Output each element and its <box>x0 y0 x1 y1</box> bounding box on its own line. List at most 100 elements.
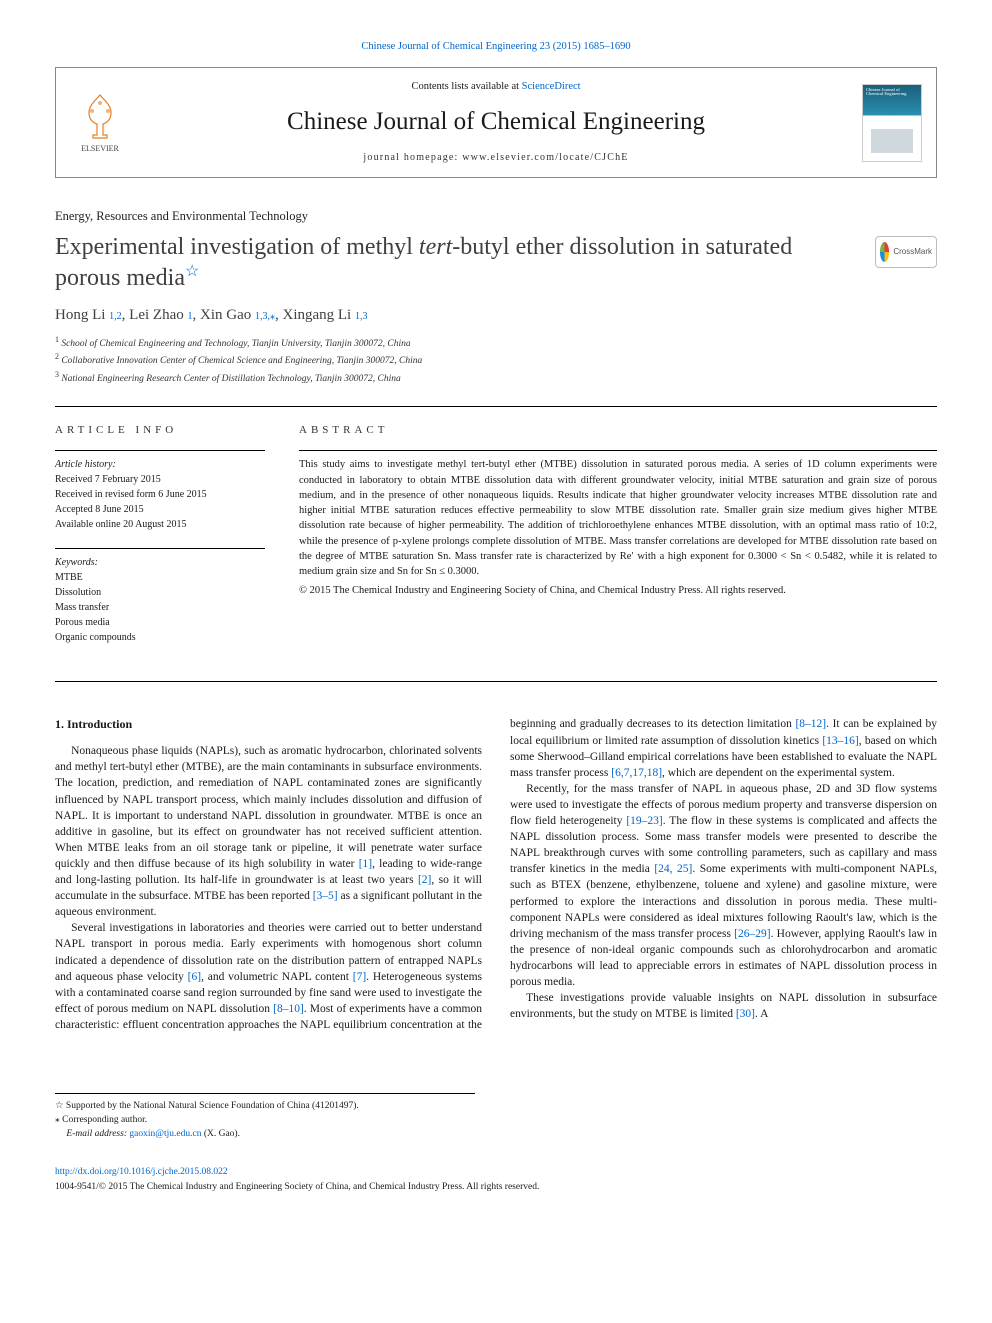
author: Hong Li 1,2 <box>55 307 122 323</box>
text: Nonaqueous phase liquids (NAPLs), such a… <box>55 745 482 870</box>
elsevier-label: ELSEVIER <box>81 143 119 154</box>
homepage-line: journal homepage: www.elsevier.com/locat… <box>140 151 852 165</box>
keyword: MTBE <box>55 570 265 585</box>
author-name: Lei Zhao <box>129 307 184 323</box>
title-footnote-star[interactable]: ☆ <box>185 263 199 280</box>
author: Xin Gao 1,3,⁎ <box>200 307 275 323</box>
affiliation: 1 School of Chemical Engineering and Tec… <box>55 334 937 351</box>
citation-link[interactable]: [6,7,17,18] <box>611 767 662 779</box>
paper-title: Experimental investigation of methyl ter… <box>55 232 861 293</box>
citation-header: Chinese Journal of Chemical Engineering … <box>55 40 937 55</box>
text: , and volumetric NAPL content <box>201 971 353 983</box>
title-row: Experimental investigation of methyl ter… <box>55 232 937 293</box>
author-affil-link[interactable]: 1,3, <box>255 311 270 322</box>
citation-link[interactable]: [24, 25] <box>654 863 692 875</box>
corresponding-mark[interactable]: ⁎ <box>270 311 275 322</box>
author: Lei Zhao 1 <box>129 307 192 323</box>
crossmark-label: CrossMark <box>893 246 932 257</box>
affiliation: 3 National Engineering Research Center o… <box>55 369 937 386</box>
contents-line: Contents lists available at ScienceDirec… <box>140 80 852 95</box>
author-list: Hong Li 1,2, Lei Zhao 1, Xin Gao 1,3,⁎, … <box>55 305 937 326</box>
crossmark-icon <box>880 242 889 262</box>
author-name: Xingang Li <box>282 307 351 323</box>
affiliation: 2 Collaborative Innovation Center of Che… <box>55 351 937 368</box>
citation-link[interactable]: Chinese Journal of Chemical Engineering … <box>361 41 630 52</box>
crossmark-badge[interactable]: CrossMark <box>875 236 937 268</box>
footnote-text: Supported by the National Natural Scienc… <box>66 1101 359 1111</box>
email-link[interactable]: gaoxin@tju.edu.cn <box>129 1129 201 1139</box>
elsevier-logo: ELSEVIER <box>70 88 130 158</box>
author: Xingang Li 1,3 <box>282 307 367 323</box>
history-line: Available online 20 August 2015 <box>55 517 265 532</box>
citation-link[interactable]: [8–12] <box>795 718 826 730</box>
abstract-text: This study aims to investigate methyl te… <box>299 450 937 598</box>
article-info-col: ARTICLE INFO Article history: Received 7… <box>55 423 265 661</box>
paragraph: These investigations provide valuable in… <box>510 990 937 1022</box>
homepage-url: www.elsevier.com/locate/CJChE <box>462 152 628 163</box>
author-name: Xin Gao <box>200 307 251 323</box>
doi-link[interactable]: http://dx.doi.org/10.1016/j.cjche.2015.0… <box>55 1167 228 1177</box>
citation-link[interactable]: [2] <box>418 874 431 886</box>
homepage-prefix: journal homepage: <box>363 152 462 163</box>
keyword: Porous media <box>55 615 265 630</box>
abstract-heading: ABSTRACT <box>299 423 937 438</box>
section-label: Energy, Resources and Environmental Tech… <box>55 208 937 226</box>
section-heading: 1. Introduction <box>55 716 482 733</box>
citation-link[interactable]: [13–16] <box>822 735 858 747</box>
article-info-heading: ARTICLE INFO <box>55 423 265 438</box>
footnote-support: ☆ Supported by the National Natural Scie… <box>55 1099 475 1113</box>
citation-link[interactable]: [30] <box>736 1008 755 1020</box>
abstract-col: ABSTRACT This study aims to investigate … <box>299 423 937 661</box>
abstract-copyright: © 2015 The Chemical Industry and Enginee… <box>299 583 937 598</box>
affil-text: Collaborative Innovation Center of Chemi… <box>61 356 422 366</box>
author-affil-link[interactable]: 1 <box>187 311 192 322</box>
journal-cover-thumbnail: Chinese Journal of Chemical Engineering … <box>862 84 922 162</box>
footnote-text: Corresponding author. <box>62 1115 147 1125</box>
text: These investigations provide valuable in… <box>510 992 937 1020</box>
text: . A <box>755 1008 768 1020</box>
citation-link[interactable]: [26–29] <box>734 928 770 940</box>
history-line: Accepted 8 June 2015 <box>55 502 265 517</box>
header-center: Contents lists available at ScienceDirec… <box>130 80 862 166</box>
email-person: (X. Gao). <box>201 1129 240 1139</box>
keyword: Organic compounds <box>55 630 265 645</box>
footnote-corresponding: ⁎ Corresponding author. <box>55 1113 475 1127</box>
history-label: Article history: <box>55 457 265 472</box>
keyword: Dissolution <box>55 585 265 600</box>
paragraph: Nonaqueous phase liquids (NAPLs), such a… <box>55 743 482 920</box>
citation-link[interactable]: [19–23] <box>626 815 662 827</box>
citation-link[interactable]: [1] <box>359 858 372 870</box>
author-affil-link[interactable]: 1,2 <box>109 311 122 322</box>
info-abstract-row: ARTICLE INFO Article history: Received 7… <box>55 423 937 661</box>
citation-link[interactable]: [6] <box>188 971 201 983</box>
email-label: E-mail address: <box>66 1129 129 1139</box>
affil-text: National Engineering Research Center of … <box>61 374 400 384</box>
paragraph: Recently, for the mass transfer of NAPL … <box>510 781 937 990</box>
history-line: Received 7 February 2015 <box>55 472 265 487</box>
keywords-block: Keywords: MTBE Dissolution Mass transfer… <box>55 548 265 645</box>
cover-label: Chinese Journal of Chemical Engineering <box>866 88 918 97</box>
journal-name: Chinese Journal of Chemical Engineering <box>140 104 852 139</box>
citation-link[interactable]: [8–10] <box>273 1003 304 1015</box>
sciencedirect-link[interactable]: ScienceDirect <box>522 81 581 92</box>
page-footer: http://dx.doi.org/10.1016/j.cjche.2015.0… <box>55 1166 937 1195</box>
citation-link[interactable]: [7] <box>353 971 366 983</box>
contents-prefix: Contents lists available at <box>411 81 521 92</box>
footnote-email: E-mail address: gaoxin@tju.edu.cn (X. Ga… <box>55 1127 475 1141</box>
body-columns: 1. Introduction Nonaqueous phase liquids… <box>55 716 937 1032</box>
title-pre: Experimental investigation of methyl <box>55 234 419 260</box>
divider <box>55 681 937 682</box>
cover-year: 2015 <box>869 115 883 125</box>
footnotes: ☆ Supported by the National Natural Scie… <box>55 1093 475 1142</box>
author-name: Hong Li <box>55 307 105 323</box>
journal-header-box: ELSEVIER Contents lists available at Sci… <box>55 67 937 179</box>
affil-num: 2 <box>55 352 59 361</box>
affiliations: 1 School of Chemical Engineering and Tec… <box>55 334 937 386</box>
keyword: Mass transfer <box>55 600 265 615</box>
author-affil-link[interactable]: 1,3 <box>355 311 368 322</box>
title-italic: tert <box>419 234 452 260</box>
citation-link[interactable]: [3–5] <box>313 890 338 902</box>
footer-copyright: 1004-9541/© 2015 The Chemical Industry a… <box>55 1181 937 1194</box>
abstract-body: This study aims to investigate methyl te… <box>299 459 937 577</box>
article-history: Article history: Received 7 February 201… <box>55 450 265 532</box>
